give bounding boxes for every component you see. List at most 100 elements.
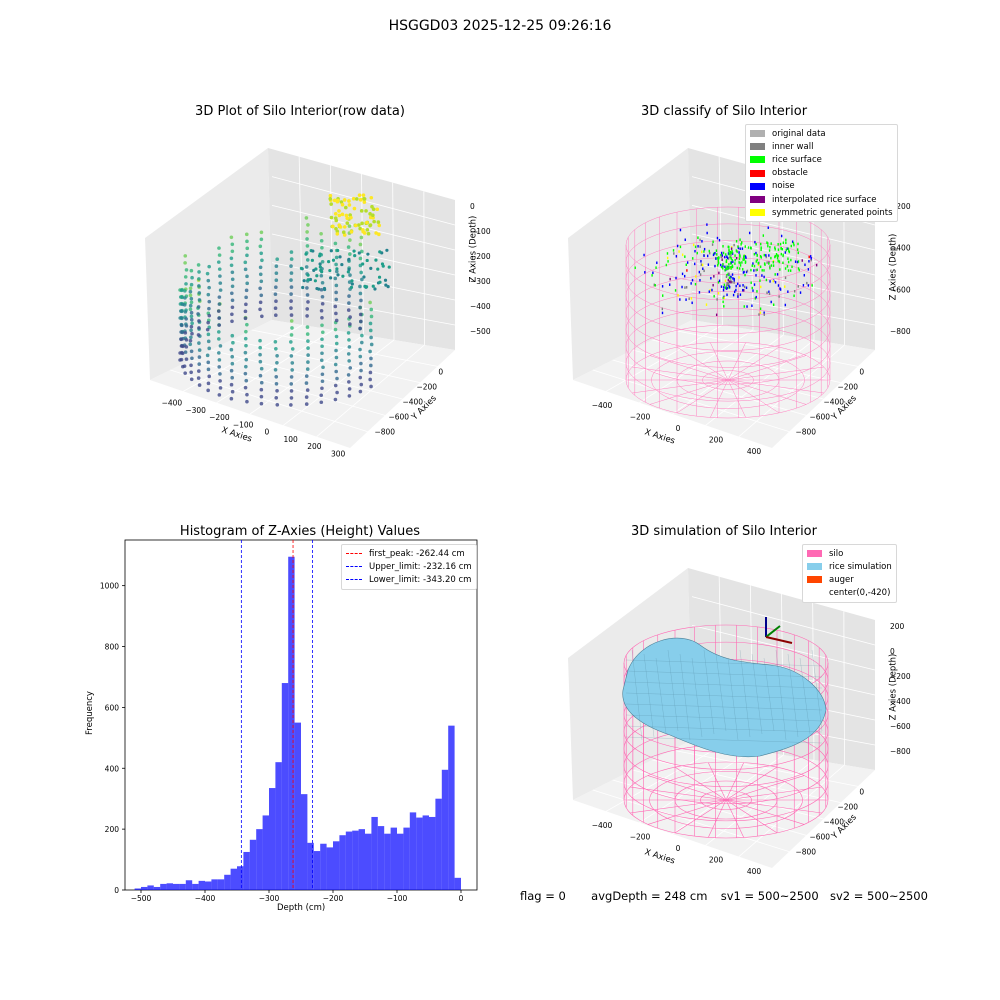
legend-swatch — [750, 196, 765, 204]
z-tick-label: −400 — [890, 697, 911, 706]
z-tick-label: −200 — [470, 252, 491, 261]
histogram-bar — [281, 683, 289, 890]
classify-plot-title: 3D classify of Silo Interior — [640, 104, 808, 119]
y-tick-label: 0 — [859, 368, 864, 377]
z-tick-label: −200 — [890, 672, 911, 681]
histogram-bar — [224, 874, 231, 890]
raw-zlabel: Z Axies (Depth) — [468, 215, 479, 283]
z-tick-label: 0 — [470, 202, 475, 211]
histogram-bar — [409, 812, 417, 890]
y-tick-label: 0 — [438, 368, 443, 377]
x-tick-label: 400 — [747, 867, 762, 876]
legend-label: rice surface — [772, 154, 822, 165]
histogram-bar — [166, 883, 173, 890]
histogram-bar — [237, 866, 244, 890]
avg-depth-value: avgDepth = 248 cm — [591, 889, 708, 903]
legend-label: noise — [772, 181, 795, 192]
histogram-bar — [390, 827, 397, 890]
histogram-bar — [422, 815, 429, 890]
x-tick-label: −500 — [131, 894, 152, 903]
histogram-bar — [403, 827, 410, 890]
z-tick-label: −800 — [890, 747, 911, 756]
histogram-bar — [397, 833, 404, 890]
legend-line-icon — [346, 579, 362, 581]
z-tick-label: −100 — [470, 227, 491, 236]
histogram-bar — [217, 879, 225, 890]
histogram-plot: −500 −400 −300 −200 −100 0 0 200 400 600 800 1000 — [100, 539, 478, 903]
legend-line-icon — [346, 566, 362, 568]
z-tick-label: −800 — [890, 327, 911, 336]
legend-label: interpolated rice surface — [772, 194, 877, 205]
x-tick-label: −400 — [592, 821, 613, 830]
z-tick-label: −600 — [890, 722, 911, 731]
x-tick-label: 0 — [676, 424, 681, 433]
histogram-bar — [288, 556, 295, 890]
y-tick-label: −600 — [809, 413, 830, 422]
y-tick-label: −200 — [416, 383, 437, 392]
histogram-bar — [173, 883, 180, 890]
y-tick-label: 800 — [105, 643, 120, 652]
legend-swatch — [807, 590, 822, 597]
legend-label: original data — [772, 128, 826, 139]
histogram-bar — [294, 722, 301, 890]
histogram-bar — [160, 883, 167, 890]
legend-entry: first_peak: -262.44 cm — [346, 547, 472, 560]
raw-3d-axes: −400−300−200−10001002003000−200−400−600−… — [145, 148, 491, 458]
y-tick-label: 1000 — [100, 582, 119, 591]
simulation-3d-axes: −400−20002004000−200−400−600−8002000−200… — [568, 568, 911, 876]
legend-label: rice simulation — [829, 561, 892, 572]
legend-entry: symmetric generated points — [750, 206, 893, 219]
y-tick-label: 0 — [114, 886, 119, 895]
histogram-bar — [326, 847, 333, 890]
histogram-bars — [134, 556, 461, 890]
simulation-plot-title: 3D simulation of Silo Interior — [631, 524, 817, 539]
legend-swatch — [807, 576, 822, 584]
histogram-bar — [141, 886, 148, 890]
legend-swatch — [750, 156, 765, 164]
histogram-bar — [345, 831, 353, 890]
sv2-value: sv2 = 500~2500 — [829, 889, 928, 903]
histogram-bar — [371, 816, 378, 890]
legend-entry: rice simulation — [807, 560, 892, 573]
histogram-bar — [230, 868, 237, 890]
histogram-bar — [307, 842, 314, 890]
x-tick-label: −200 — [209, 413, 230, 422]
x-tick-label: 200 — [709, 436, 724, 445]
x-tick-label: −300 — [259, 894, 280, 903]
legend-entry: interpolated rice surface — [750, 193, 893, 206]
legend-entry: silo — [807, 547, 892, 560]
histogram-bar — [352, 830, 359, 890]
histogram-bar — [429, 816, 436, 890]
z-tick-label: −200 — [890, 202, 911, 211]
y-tick-label: −600 — [809, 833, 830, 842]
y-tick-label: −400 — [823, 398, 844, 407]
y-tick-label: −600 — [388, 413, 409, 422]
histogram-bar — [205, 881, 212, 890]
histogram-bar — [269, 788, 276, 890]
status-line: flag = 0 avgDepth = 248 cm sv1 = 500~250… — [520, 889, 928, 903]
legend-label: center(0,-420) — [829, 588, 891, 599]
histogram-bar — [416, 817, 423, 890]
x-tick-label: 0 — [676, 844, 681, 853]
histogram-bar — [192, 883, 199, 890]
legend-line-icon — [346, 553, 362, 555]
histogram-bar — [275, 762, 282, 890]
x-tick-label: 200 — [307, 442, 322, 451]
x-tick-label: −400 — [162, 399, 183, 408]
histogram-bar — [301, 794, 308, 890]
x-tick-label: 300 — [331, 449, 346, 458]
orientation-axes-icon — [765, 617, 793, 644]
legend-entry: rice surface — [750, 153, 893, 166]
legend-label: inner wall — [772, 141, 814, 152]
histogram-bar — [153, 886, 161, 890]
x-tick-label: 200 — [709, 856, 724, 865]
y-tick-label: 400 — [105, 764, 120, 773]
figure-title: HSGGD03 2025-12-25 09:26:16 — [388, 18, 612, 34]
x-tick-label: −200 — [630, 412, 651, 421]
z-tick-label: −500 — [470, 327, 491, 336]
z-tick-label: 200 — [890, 622, 905, 631]
y-tick-label: −400 — [823, 818, 844, 827]
legend-entry: noise — [750, 180, 893, 193]
histogram-legend: first_peak: -262.44 cm Upper_limit: -232.… — [341, 544, 477, 590]
